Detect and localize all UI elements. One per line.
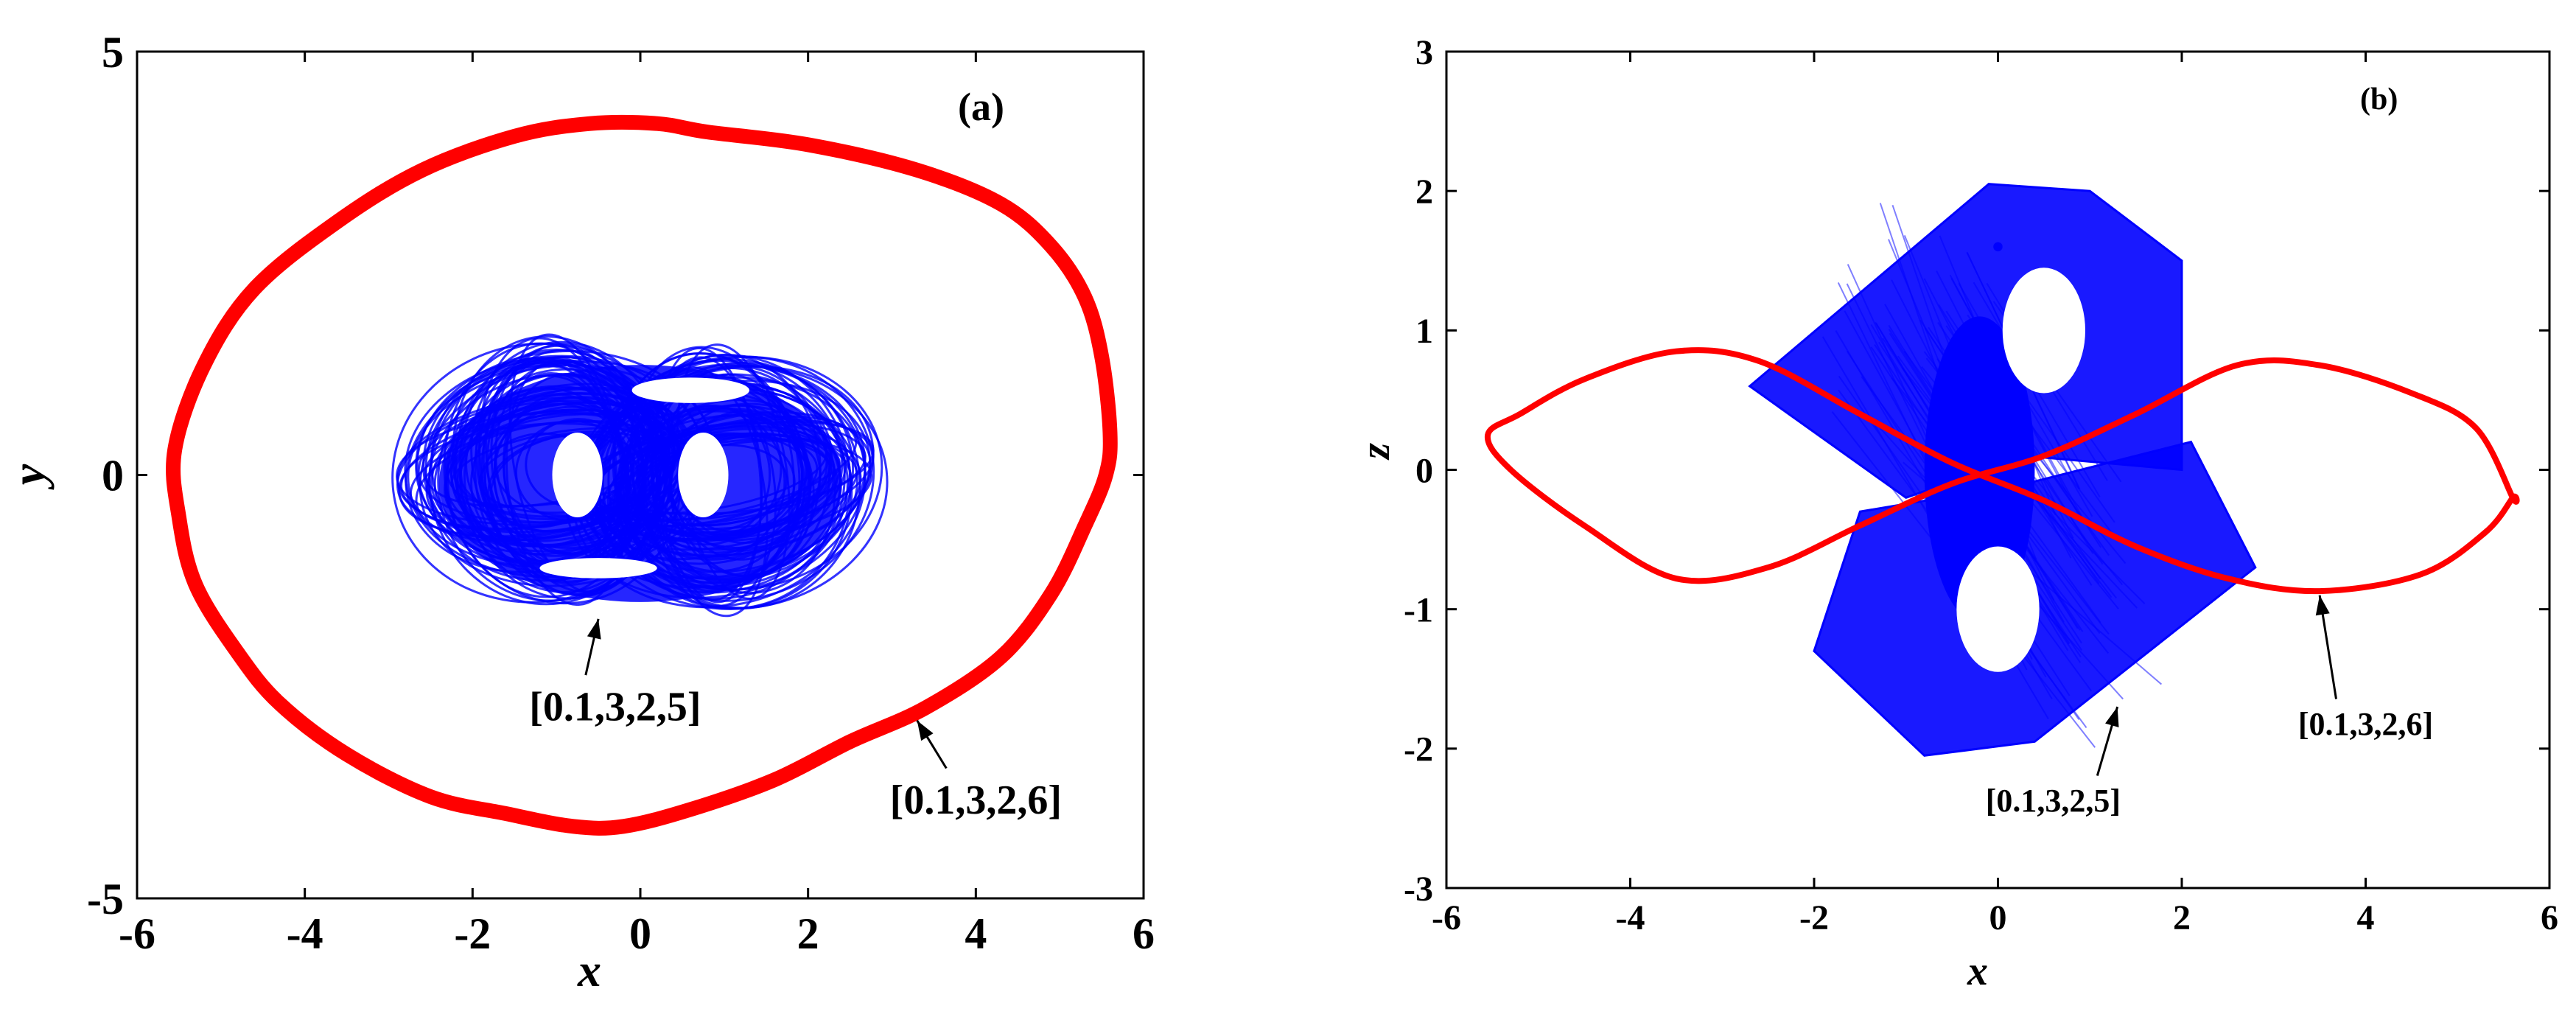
attractor-body: [438, 365, 842, 602]
y-tick-label: -5: [87, 875, 124, 923]
x-tick-label: -6: [1432, 898, 1461, 937]
panel-a: -6 -4 -2 0 2 4 6 -5 0 5 x y [0.1,3,2,5] [0.1,3,2,6] (a…: [2, 28, 1155, 996]
series-orbit-red: [1484, 347, 2520, 595]
series-attractor-blue: [391, 333, 889, 618]
y-tick-label: -3: [1404, 870, 1433, 909]
arrow-head: [2105, 707, 2119, 728]
arrow-head: [2315, 595, 2330, 616]
attractor-core: [1993, 242, 2003, 252]
x-tick-label: 0: [1989, 898, 2007, 937]
attractor-core: [1924, 316, 2035, 623]
y-tick-label: 3: [1415, 33, 1433, 72]
panel-b: -6 -4 -2 0 2 4 6 -3 -2 -1 0 1 2 3 x z [0.1,3,2,5] [0.1,3,…: [1353, 33, 2558, 994]
x-tick-label: -4: [1616, 898, 1645, 937]
x-tick-label: -2: [454, 909, 491, 958]
y-axis-label: y: [2, 464, 55, 490]
x-tick-label: 4: [2357, 898, 2375, 937]
series-attractor-blue: [1748, 183, 2257, 757]
x-tick-label: 2: [2173, 898, 2191, 937]
y-tick-label: 1: [1415, 312, 1433, 351]
x-tick-label: 4: [965, 909, 987, 958]
y-tick-label: 0: [1415, 451, 1433, 490]
attractor-hole: [678, 433, 729, 517]
arrow-head: [587, 618, 601, 640]
attractor-hole: [552, 433, 603, 517]
y-tick-label: 5: [102, 28, 124, 77]
x-tick-label: -4: [287, 909, 323, 958]
plot-area: [1484, 183, 2520, 757]
series-orbit-red: [166, 114, 1118, 836]
x-tick-label: 0: [629, 909, 651, 958]
y-tick-label: 2: [1415, 172, 1433, 212]
annotation-label: [0.1,3,2,5]: [1986, 783, 2121, 819]
annotation-label: [0.1,3,2,6]: [890, 777, 1062, 823]
x-tick-label: 6: [2541, 898, 2558, 937]
x-tick-label: -6: [119, 909, 155, 958]
panel-label: (a): [958, 85, 1004, 129]
annotation-label: [0.1,3,2,5]: [529, 685, 701, 730]
attractor-hole: [539, 558, 657, 579]
x-axis-label: x: [577, 944, 601, 996]
y-tick-label: 0: [102, 452, 124, 500]
x-tick-label: 6: [1133, 909, 1155, 958]
plot-area: [166, 114, 1118, 836]
attractor-hole: [2002, 268, 2086, 394]
y-axis-label: z: [1353, 443, 1399, 461]
arrow-head: [917, 720, 934, 741]
x-axis-label: x: [1967, 948, 1988, 994]
x-tick-label: 2: [797, 909, 819, 958]
x-tick-label: -2: [1799, 898, 1829, 937]
attractor-hole: [631, 377, 749, 403]
annotation-label: [0.1,3,2,6]: [2298, 706, 2433, 742]
y-tick-label: -1: [1404, 590, 1433, 629]
attractor-hole: [1956, 546, 2040, 672]
y-tick-label: -2: [1404, 730, 1433, 769]
panel-label: (b): [2360, 83, 2398, 116]
